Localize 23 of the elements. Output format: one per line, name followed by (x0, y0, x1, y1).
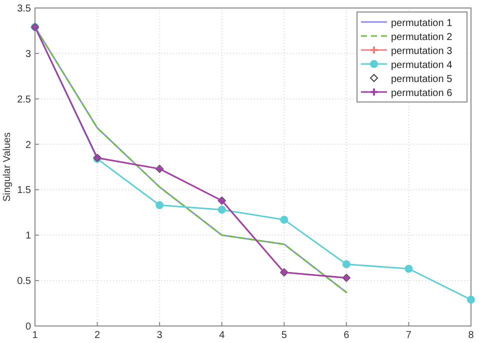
y-tick-label: 2.5 (17, 94, 32, 106)
y-tick-label: 1 (25, 230, 32, 242)
legend-label: permutation 1 (391, 18, 453, 29)
x-tick-label: 6 (344, 330, 350, 341)
y-tick-label: 0 (25, 322, 32, 332)
x-tick-label: 7 (406, 330, 412, 341)
legend-label: permutation 4 (391, 60, 453, 71)
x-tick-label: 2 (94, 330, 101, 341)
y-tick-label: 0.5 (17, 276, 32, 288)
y-tick-label: 1.5 (17, 185, 32, 196)
legend-label: permutation 5 (391, 74, 453, 85)
x-tick-label: 1 (32, 330, 38, 341)
y-axis-title: Singular Values (2, 132, 13, 202)
x-tick-label: 4 (219, 330, 226, 341)
y-tick-label: 3.5 (17, 4, 32, 14)
y-tick-label: 3 (25, 48, 32, 60)
legend-label: permutation 6 (391, 88, 453, 99)
legend-label: permutation 3 (391, 46, 453, 57)
y-tick-label: 2 (25, 140, 32, 151)
x-tick-label: 3 (156, 330, 163, 341)
x-tick-label: 8 (468, 330, 474, 341)
x-tick-label: 5 (281, 330, 288, 341)
legend-label: permutation 2 (391, 32, 453, 43)
